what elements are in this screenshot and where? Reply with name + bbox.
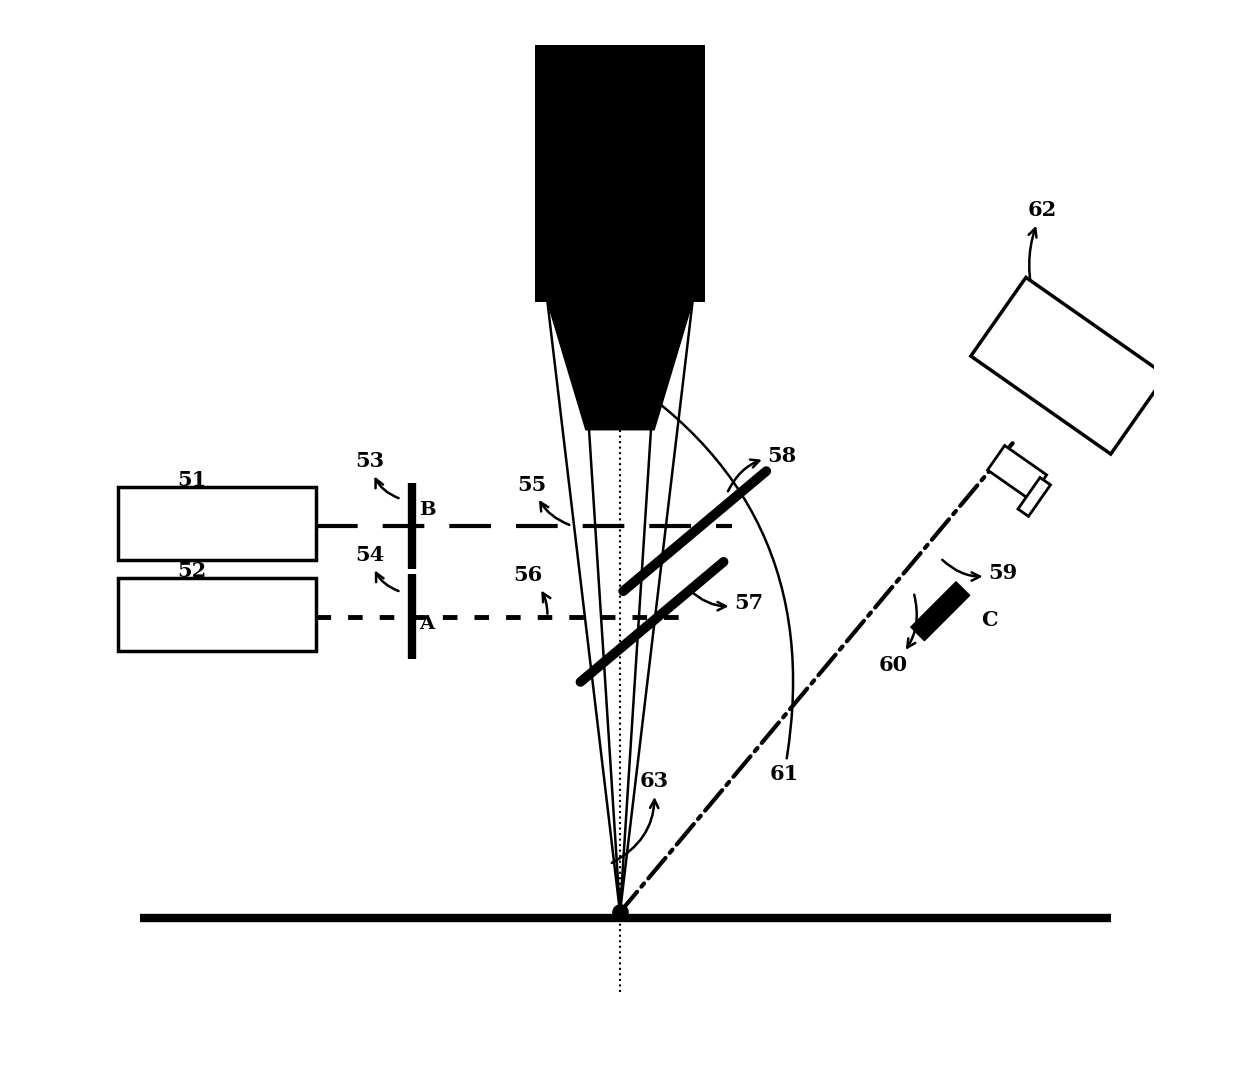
Text: 60: 60 xyxy=(878,594,916,675)
Bar xyxy=(534,45,706,302)
Polygon shape xyxy=(987,445,1047,499)
Text: 63: 63 xyxy=(611,771,668,863)
Text: 51: 51 xyxy=(177,470,206,524)
Text: C: C xyxy=(981,611,997,630)
Text: 52: 52 xyxy=(177,561,206,613)
Text: 59: 59 xyxy=(942,560,1018,584)
Polygon shape xyxy=(911,582,970,641)
Text: 57: 57 xyxy=(689,590,764,613)
Text: 53: 53 xyxy=(356,451,398,498)
Polygon shape xyxy=(1018,477,1050,516)
Polygon shape xyxy=(971,278,1166,454)
Text: 56: 56 xyxy=(513,565,551,614)
Text: 62: 62 xyxy=(1028,201,1056,305)
Bar xyxy=(118,578,316,650)
Text: 58: 58 xyxy=(728,445,796,491)
Text: 54: 54 xyxy=(356,545,398,591)
Text: 61: 61 xyxy=(601,364,799,784)
Text: B: B xyxy=(419,501,436,519)
Text: A: A xyxy=(419,616,434,633)
Text: 55: 55 xyxy=(517,474,569,525)
Bar xyxy=(118,487,316,560)
Polygon shape xyxy=(547,302,693,430)
